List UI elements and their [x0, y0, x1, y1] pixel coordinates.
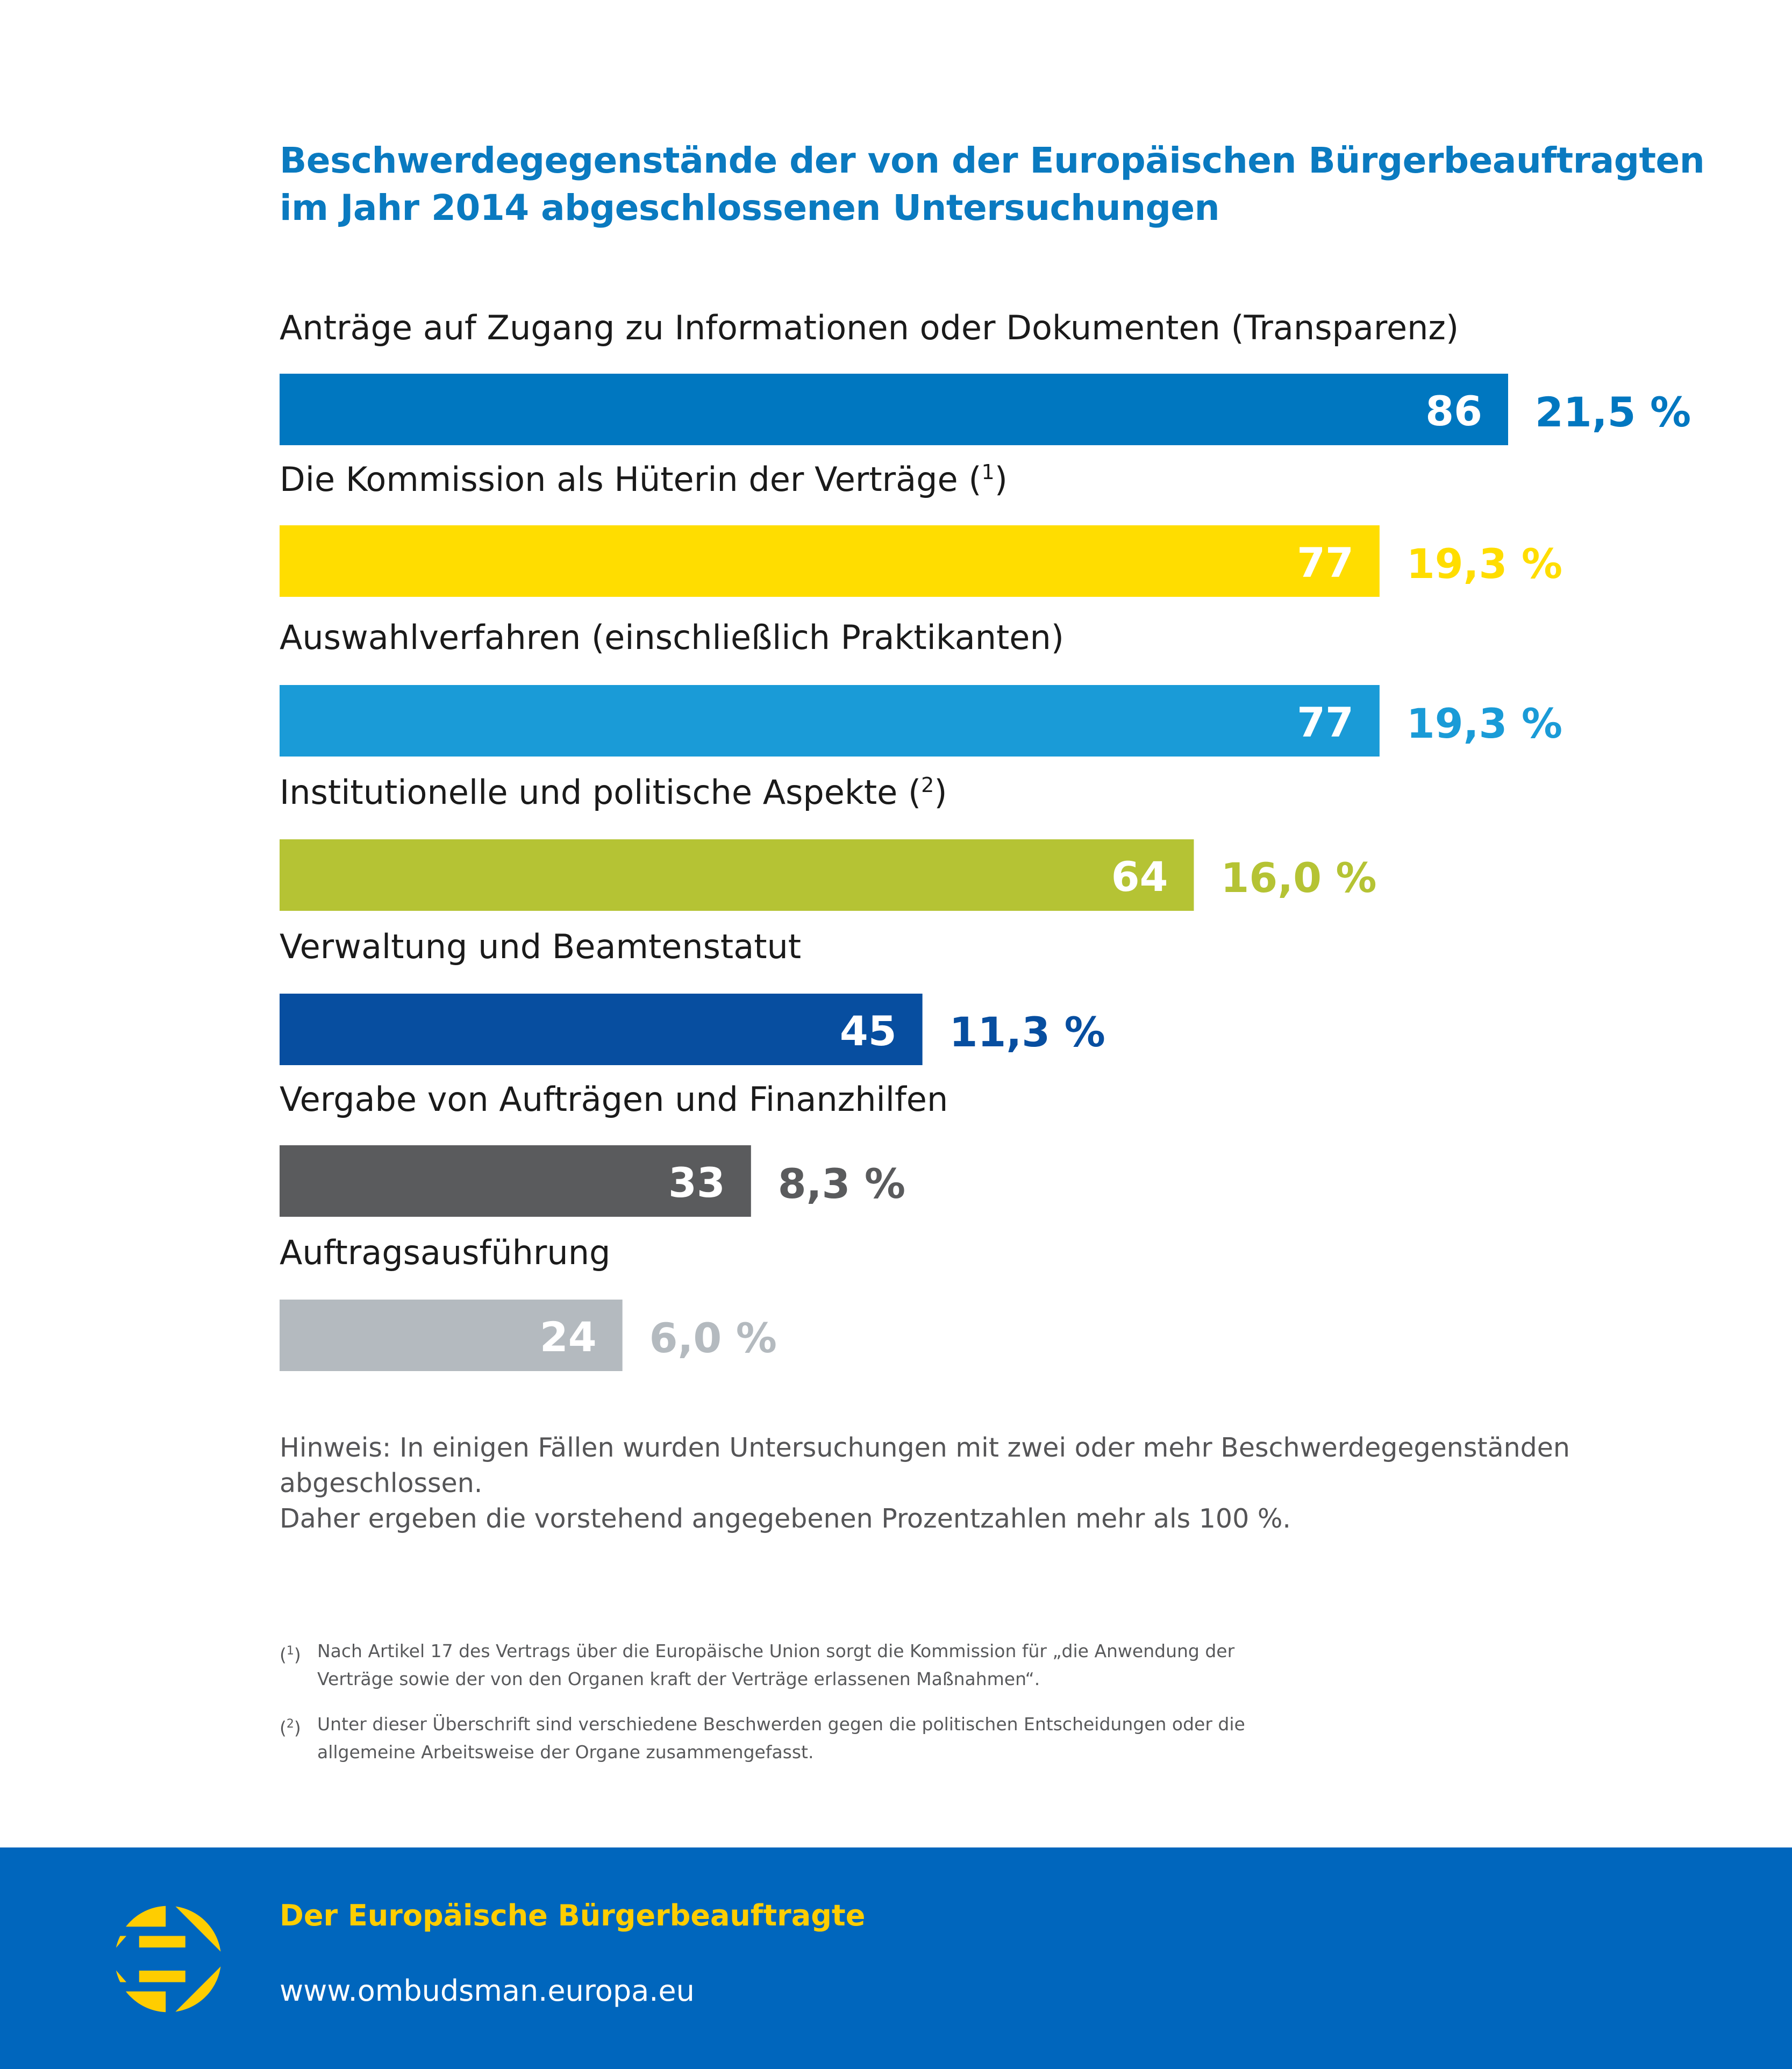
footer-website-link[interactable]: www.ombudsman.europa.eu: [280, 1974, 695, 2008]
footnote-marker: (1): [280, 1644, 301, 1665]
footer-band: Der Europäische Bürgerbeauftragte www.om…: [0, 1847, 1792, 2069]
european-ombudsman-logo-icon: [115, 1906, 222, 2013]
bar-percent-label: 11,3 %: [949, 1008, 1105, 1056]
bar-group: Auswahlverfahren (einschließlich Praktik…: [280, 618, 1562, 757]
bar-percent-label: 21,5 %: [1535, 388, 1691, 436]
bar-value-label: 64: [1111, 853, 1168, 901]
chart-title-line-1: Beschwerdegegenstände der von der Europä…: [280, 140, 1705, 181]
bar-group: Institutionelle und politische Aspekte (…: [280, 773, 1377, 911]
bar-percent-label: 6,0 %: [649, 1314, 777, 1362]
category-label: Vergabe von Aufträgen und Finanzhilfen: [280, 1080, 948, 1119]
category-label: Institutionelle und politische Aspekte (…: [280, 773, 947, 812]
category-label: Anträge auf Zugang zu Informationen oder…: [280, 308, 1459, 347]
footnote-1: (1) Nach Artikel 17 des Vertrags über di…: [280, 1637, 1247, 1693]
bar-group: Vergabe von Aufträgen und Finanzhilfen 33…: [280, 1080, 948, 1217]
bar-chart: Anträge auf Zugang zu Informationen oder…: [280, 308, 1691, 1371]
bar-percent-label: 19,3 %: [1407, 700, 1562, 747]
bar: [280, 374, 1508, 445]
chart-note: Hinweis: In einigen Fällen wurden Unters…: [280, 1430, 1742, 1537]
category-label: Auswahlverfahren (einschließlich Praktik…: [280, 618, 1064, 657]
bar-value-label: 45: [840, 1007, 897, 1055]
bar: [280, 1300, 623, 1371]
note-line-2: Daher ergeben die vorstehend angegebenen…: [280, 1503, 1291, 1534]
bar-percent-label: 19,3 %: [1407, 540, 1562, 588]
bar: [280, 525, 1380, 597]
bar-group: Die Kommission als Hüterin der Verträge …: [280, 460, 1562, 597]
bar: [280, 685, 1380, 757]
bar-value-label: 86: [1425, 387, 1482, 435]
footer-organization-name: Der Europäische Bürgerbeauftragte: [280, 1899, 866, 1932]
bar-value-label: 24: [540, 1313, 597, 1361]
bar-percent-label: 8,3 %: [778, 1160, 905, 1208]
footnote-2: (2) Unter dieser Überschrift sind versch…: [280, 1710, 1247, 1766]
bar: [280, 1145, 751, 1217]
footnote-marker: (2): [280, 1717, 301, 1738]
bar-group: Anträge auf Zugang zu Informationen oder…: [280, 308, 1691, 445]
bar: [280, 839, 1194, 911]
note-line-1: Hinweis: In einigen Fällen wurden Unters…: [280, 1432, 1570, 1499]
category-label: Auftragsausführung: [280, 1233, 610, 1272]
category-label: Die Kommission als Hüterin der Verträge …: [280, 460, 1008, 499]
footnote-text: Unter dieser Überschrift sind verschiede…: [317, 1714, 1245, 1763]
bar-value-label: 77: [1297, 539, 1354, 587]
chart-title: Beschwerdegegenstände der von der Europä…: [280, 137, 1731, 232]
footnote-text: Nach Artikel 17 des Vertrags über die Eu…: [317, 1640, 1235, 1689]
bar-group: Verwaltung und Beamtenstatut 45 11,3 %: [280, 927, 1105, 1065]
category-label: Verwaltung und Beamtenstatut: [280, 927, 801, 966]
bar-percent-label: 16,0 %: [1220, 854, 1376, 902]
bar-group: Auftragsausführung 24 6,0 %: [280, 1233, 777, 1371]
bar: [280, 994, 923, 1065]
footnotes: (1) Nach Artikel 17 des Vertrags über di…: [280, 1637, 1247, 1783]
chart-title-line-2: im Jahr 2014 abgeschlossenen Untersuchun…: [280, 187, 1220, 229]
bar-value-label: 33: [668, 1159, 725, 1207]
bar-value-label: 77: [1297, 698, 1354, 746]
